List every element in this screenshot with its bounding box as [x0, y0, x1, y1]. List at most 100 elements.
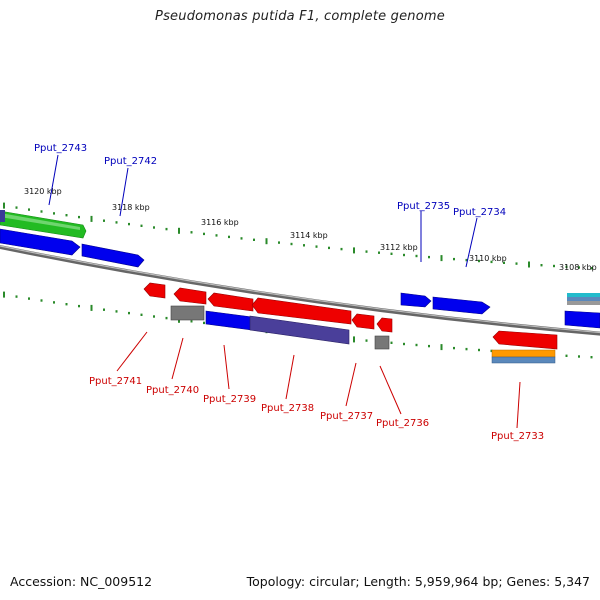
inner-scale-tick	[453, 346, 455, 350]
gene-red-3[interactable]	[207, 292, 254, 312]
inner-scale-tick	[128, 311, 130, 315]
scale-label-3116: 3116 kbp	[201, 218, 239, 227]
inner-scale-tick	[478, 348, 480, 352]
outer-scale-tick	[153, 226, 155, 229]
outer-scale-tick	[503, 261, 505, 264]
gene-pput-2738-lower[interactable]	[249, 315, 350, 345]
label-pput-2733[interactable]: Pput_2733	[491, 431, 544, 442]
outer-scale-tick	[453, 257, 455, 261]
gene-cyan-right[interactable]	[567, 293, 600, 297]
inner-scale-tick	[103, 308, 105, 311]
gene-pput-2740-body[interactable]	[170, 305, 205, 321]
inner-scale-tick	[440, 344, 443, 351]
topology-summary-text: Topology: circular; Length: 5,959,964 bp…	[246, 574, 590, 589]
outer-scale-tick	[440, 255, 443, 262]
gene-blue-right[interactable]	[564, 310, 600, 329]
gene-orange-lower[interactable]	[491, 349, 556, 358]
outer-scale-tick	[315, 245, 318, 248]
gene-blue-edge[interactable]	[0, 210, 5, 222]
scale-label-3108: 3108 kbp	[559, 263, 597, 272]
scale-label-3110: 3110 kbp	[469, 254, 507, 263]
gene-pput-2743-body[interactable]	[0, 228, 81, 256]
label-pput-2736[interactable]: Pput_2736	[376, 418, 429, 429]
outer-scale-tick	[540, 264, 543, 267]
outer-scale-tick	[165, 227, 168, 231]
label-pput-2738[interactable]: Pput_2738	[261, 403, 314, 414]
gene-teal-lower[interactable]	[491, 356, 556, 364]
label-pput-2743[interactable]: Pput_2743	[34, 143, 87, 154]
gene-teal-right[interactable]	[567, 297, 600, 301]
inner-scale-tick	[90, 304, 93, 311]
gene-pput-2742-body[interactable]	[81, 243, 145, 268]
inner-scale-tick	[590, 356, 593, 359]
inner-scale-tick	[115, 310, 118, 313]
label-pput-2741[interactable]: Pput_2741	[89, 376, 142, 387]
inner-scale-tick	[365, 339, 368, 342]
inner-scale-tick	[40, 299, 43, 302]
outer-scale-tick	[28, 208, 30, 211]
inner-scale-tick	[353, 336, 355, 343]
gene-pput-2741-body[interactable]	[143, 282, 166, 299]
label-pput-2735[interactable]: Pput_2735	[397, 201, 450, 212]
accession-text: Accession: NC_009512	[10, 574, 153, 589]
outer-scale-tick	[40, 210, 43, 213]
outer-scale-tick	[190, 231, 193, 234]
inner-scale-tick	[390, 341, 393, 344]
callout-pput-2738	[285, 354, 295, 400]
inner-scale-tick	[490, 349, 493, 353]
inner-scale-tick	[403, 342, 405, 346]
outer-scale-tick	[403, 253, 405, 257]
gene-pput-2733-body[interactable]	[492, 330, 558, 350]
inner-scale-tick	[65, 303, 68, 306]
outer-scale-tick	[65, 214, 68, 217]
outer-scale-tick	[265, 238, 268, 245]
inner-scale-tick	[153, 315, 155, 318]
outer-scale-tick	[203, 232, 205, 236]
gene-pput-2736-body[interactable]	[376, 317, 393, 333]
callout-pput-2740	[171, 337, 184, 380]
label-pput-2734[interactable]: Pput_2734	[453, 207, 506, 218]
gene-pput-2736-lower[interactable]	[374, 335, 390, 350]
callout-pput-2741	[116, 331, 148, 372]
outer-scale-tick	[528, 261, 530, 268]
label-pput-2737[interactable]: Pput_2737	[320, 411, 373, 422]
outer-scale-tick	[290, 242, 293, 246]
gene-pput-2739-body[interactable]	[205, 310, 253, 331]
gene-pput-2738-body[interactable]	[251, 297, 352, 325]
outer-scale-tick	[365, 250, 368, 253]
inner-scale-tick	[53, 301, 55, 304]
scale-label-3112: 3112 kbp	[380, 243, 418, 252]
inner-scale-tick	[565, 354, 568, 357]
outer-scale-tick	[128, 222, 130, 226]
label-pput-2739[interactable]: Pput_2739	[203, 394, 256, 405]
outer-scale-tick	[103, 219, 105, 222]
gene-gray-right[interactable]	[567, 301, 600, 305]
outer-scale-tick	[478, 259, 480, 263]
outer-scale-tick	[553, 264, 555, 268]
label-pput-2742[interactable]: Pput_2742	[104, 156, 157, 167]
outer-scale-tick	[515, 262, 518, 265]
outer-scale-tick	[278, 241, 280, 244]
inner-scale-tick	[165, 316, 168, 320]
outer-scale-tick	[140, 224, 143, 227]
inner-scale-tick	[3, 291, 5, 298]
label-pput-2740[interactable]: Pput_2740	[146, 385, 199, 396]
gene-green-upper-shine	[0, 213, 80, 230]
outer-scale-tick	[15, 206, 18, 209]
gene-red-5[interactable]	[351, 313, 375, 330]
callout-pput-2743	[48, 154, 59, 206]
outer-scale-tick	[53, 212, 55, 215]
genome-backbone-highlight	[0, 245, 600, 334]
gene-red-2[interactable]	[173, 287, 207, 305]
scale-label-3120: 3120 kbp	[24, 187, 62, 196]
inner-scale-tick	[15, 295, 18, 298]
inner-scale-tick	[203, 321, 205, 325]
outer-scale-tick	[240, 237, 243, 240]
outer-scale-tick	[215, 234, 218, 237]
outer-scale-tick	[90, 215, 93, 222]
gene-pput-2735-body[interactable]	[400, 292, 432, 308]
callout-pput-2734	[465, 217, 478, 268]
gene-pput-2734-body[interactable]	[432, 296, 491, 315]
outer-scale-tick	[378, 251, 380, 254]
